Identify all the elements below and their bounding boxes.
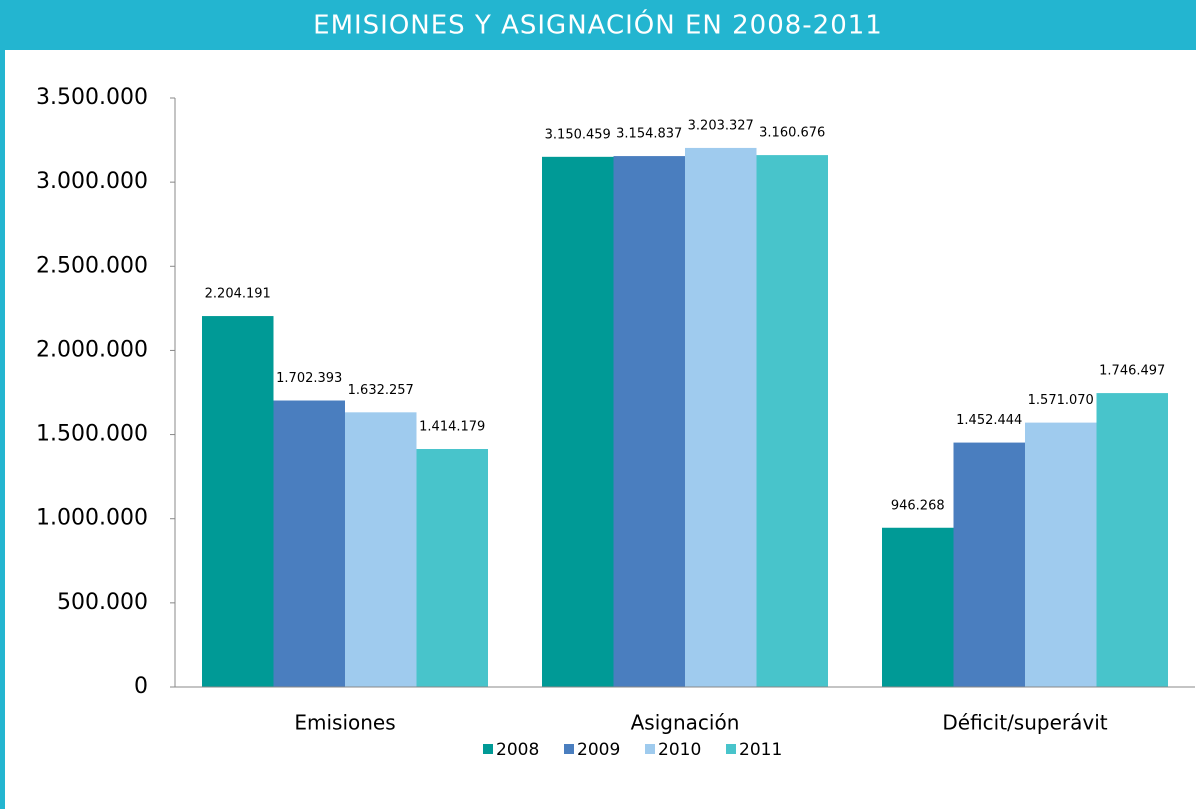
data-label: 946.268 — [891, 498, 945, 513]
left-border — [0, 50, 5, 809]
bar — [202, 316, 274, 687]
legend-label: 2009 — [577, 740, 620, 760]
legend-label: 2010 — [658, 740, 701, 760]
legend-swatch — [564, 744, 574, 754]
data-label: 1.632.257 — [348, 383, 414, 398]
bar — [542, 156, 614, 687]
bar — [1096, 393, 1168, 687]
data-label: 1.452.444 — [956, 413, 1022, 428]
data-label: 3.203.327 — [688, 118, 754, 133]
bar — [345, 412, 417, 687]
bar — [416, 449, 488, 687]
y-tick-label: 3.000.000 — [36, 169, 148, 194]
data-label: 3.154.837 — [616, 127, 682, 142]
y-tick-label: 1.000.000 — [36, 506, 148, 531]
data-label: 2.204.191 — [205, 287, 271, 302]
legend-swatch — [726, 744, 736, 754]
y-tick-label: 2.500.000 — [36, 253, 148, 278]
bar — [685, 147, 757, 687]
x-tick-label: Déficit/superávit — [942, 711, 1107, 735]
x-tick-label: Asignación — [631, 711, 740, 735]
bar — [613, 156, 685, 687]
y-tick-label: 0 — [134, 674, 148, 699]
x-tick-label: Emisiones — [294, 711, 395, 735]
y-tick-label: 2.000.000 — [36, 337, 148, 362]
data-label: 1.746.497 — [1099, 364, 1165, 379]
data-label: 3.150.459 — [545, 127, 611, 142]
data-label: 1.414.179 — [419, 420, 485, 435]
legend-swatch — [483, 744, 493, 754]
y-tick-label: 3.500.000 — [36, 85, 148, 110]
bar — [882, 527, 954, 687]
chart-title: EMISIONES Y ASIGNACIÓN EN 2008-2011 — [313, 9, 883, 41]
y-tick-label: 1.500.000 — [36, 422, 148, 447]
bar — [1025, 422, 1097, 687]
data-label: 1.571.070 — [1028, 393, 1094, 408]
bar — [756, 155, 828, 687]
legend-label: 2011 — [739, 740, 782, 760]
legend-label: 2008 — [496, 740, 539, 760]
legend-swatch — [645, 744, 655, 754]
bar — [953, 442, 1025, 687]
bar — [273, 400, 345, 687]
y-tick-label: 500.000 — [57, 590, 148, 615]
data-label: 1.702.393 — [276, 371, 342, 386]
title-bar — [0, 0, 1196, 50]
data-label: 3.160.676 — [759, 126, 825, 141]
